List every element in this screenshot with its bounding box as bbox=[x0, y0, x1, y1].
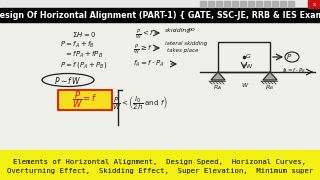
Bar bbox=[224, 1, 230, 7]
Text: $\frac{P}{W} < f$: $\frac{P}{W} < f$ bbox=[135, 28, 155, 42]
Text: $f_A = f \cdot P_B$: $f_A = f \cdot P_B$ bbox=[282, 66, 306, 75]
Bar bbox=[272, 1, 278, 7]
Bar bbox=[0, 150, 320, 180]
Text: $P = f\,(P_A + P_B)$: $P = f\,(P_A + P_B)$ bbox=[60, 60, 108, 70]
Text: $\Sigma H = 0$: $\Sigma H = 0$ bbox=[72, 30, 96, 39]
Text: $P \sim f\,W$: $P \sim f\,W$ bbox=[54, 75, 82, 86]
Bar bbox=[208, 1, 214, 7]
Text: $= f P_A + f P_B$: $= f P_A + f P_B$ bbox=[64, 50, 103, 60]
Bar bbox=[0, 0, 320, 8]
Text: $R_A$: $R_A$ bbox=[213, 83, 222, 92]
Bar bbox=[232, 1, 238, 7]
Text: Design Of Horizontal Alignment (PART-1) { GATE, SSC-JE, RRB & IES Exam): Design Of Horizontal Alignment (PART-1) … bbox=[0, 10, 320, 19]
Bar bbox=[264, 1, 270, 7]
Polygon shape bbox=[263, 72, 277, 80]
Text: W: W bbox=[246, 64, 252, 69]
Text: $\dfrac{P}{W} < \left(\dfrac{l_0}{2h}\ \mathrm{and}\ f\right)$: $\dfrac{P}{W} < \left(\dfrac{l_0}{2h}\ \… bbox=[112, 95, 168, 112]
Bar bbox=[218, 42, 270, 72]
Bar bbox=[58, 90, 112, 110]
Bar bbox=[308, 0, 320, 8]
Bar bbox=[248, 1, 254, 7]
Text: $P = f_A + f_B$: $P = f_A + f_B$ bbox=[60, 40, 95, 50]
Bar bbox=[288, 1, 294, 7]
Text: G: G bbox=[246, 53, 251, 59]
Bar bbox=[0, 22, 320, 150]
Text: lateral skidding: lateral skidding bbox=[165, 41, 207, 46]
Polygon shape bbox=[211, 72, 225, 80]
Bar bbox=[200, 1, 206, 7]
Text: $f_A = f \cdot P_A$: $f_A = f \cdot P_A$ bbox=[133, 59, 164, 69]
Bar bbox=[0, 8, 320, 22]
Text: takes place: takes place bbox=[167, 48, 198, 53]
Text: $R_B$: $R_B$ bbox=[266, 83, 275, 92]
Text: x: x bbox=[312, 1, 316, 6]
Text: skidding: skidding bbox=[165, 28, 191, 33]
Text: W: W bbox=[241, 83, 247, 88]
Bar bbox=[280, 1, 286, 7]
Bar bbox=[58, 90, 112, 110]
Bar bbox=[240, 1, 246, 7]
Text: Elements of Horizontal Alignment,  Design Speed,  Horizonal Curves,: Elements of Horizontal Alignment, Design… bbox=[13, 159, 307, 165]
Text: $\frac{P}{W} \geq f$: $\frac{P}{W} \geq f$ bbox=[133, 43, 153, 57]
Text: no: no bbox=[188, 27, 196, 32]
Text: Overturning Effect,  Skidding Effect,  Super Elevation,  Minimum super: Overturning Effect, Skidding Effect, Sup… bbox=[7, 168, 313, 174]
Text: P: P bbox=[287, 54, 291, 60]
Bar bbox=[256, 1, 262, 7]
Text: $\dfrac{P}{W} = f$: $\dfrac{P}{W} = f$ bbox=[72, 90, 98, 110]
Bar bbox=[216, 1, 222, 7]
